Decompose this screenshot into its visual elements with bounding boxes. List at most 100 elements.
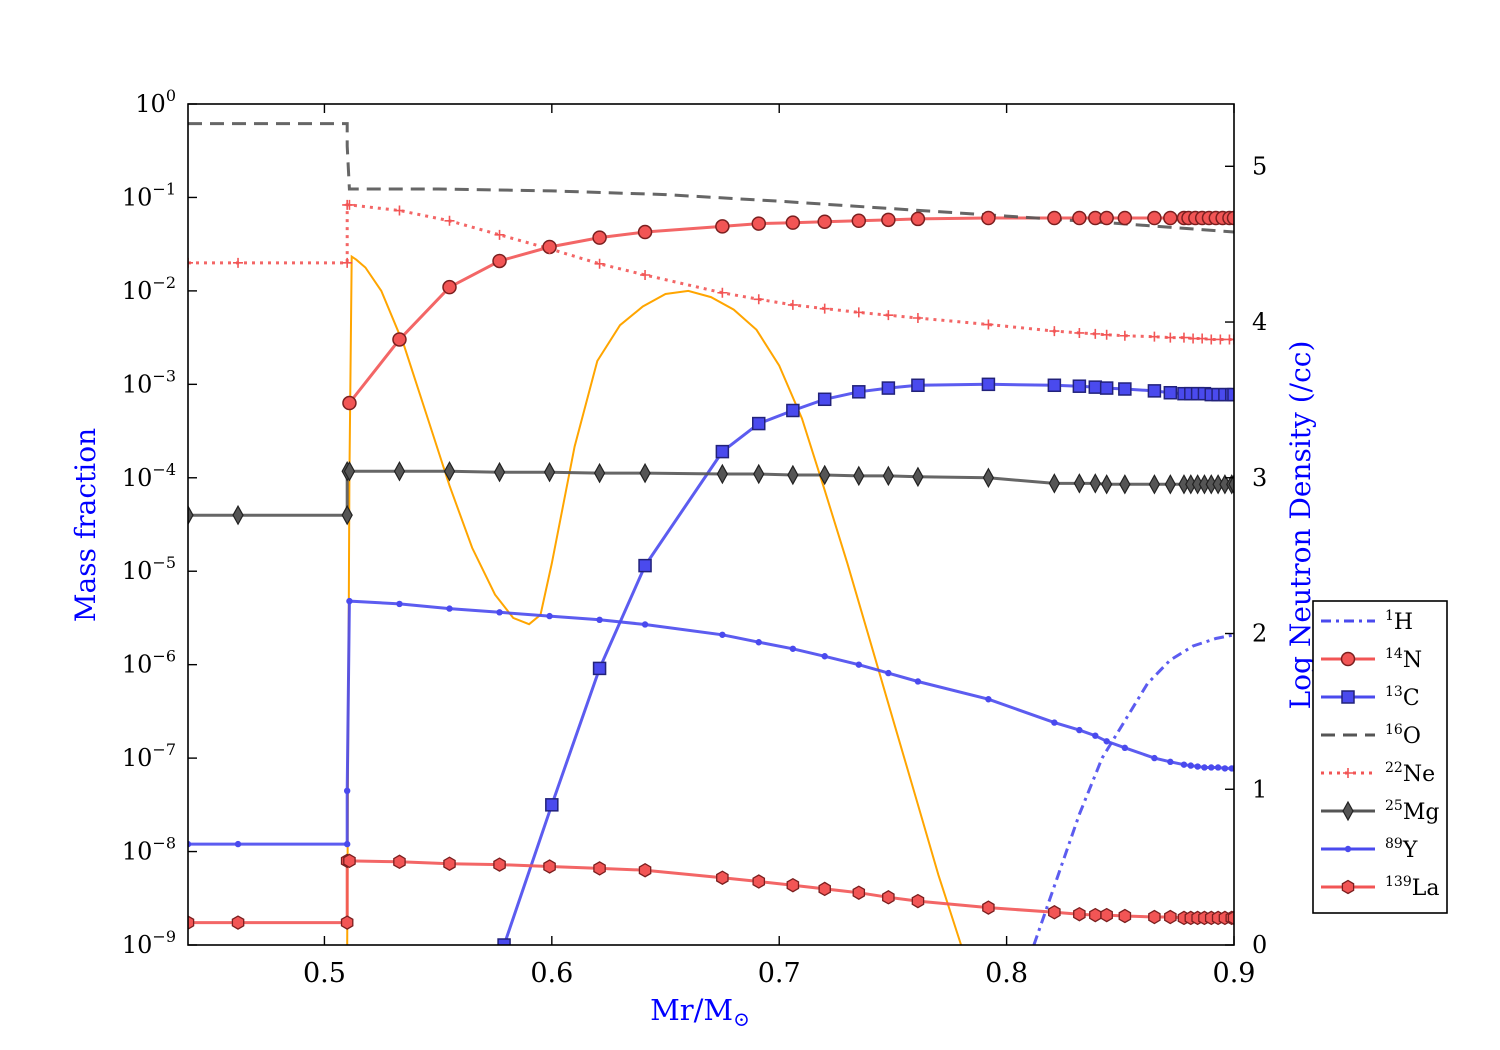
data-point-ne — [1197, 333, 1208, 344]
data-point-n — [751, 216, 767, 231]
data-point-la — [638, 862, 652, 878]
legend-label-o: 16O — [1385, 722, 1421, 749]
legend-label-c: 13C — [1385, 684, 1420, 711]
y2-tick-label: 5 — [1252, 152, 1267, 180]
data-point-ne — [494, 229, 505, 240]
data-point-ne — [1101, 329, 1112, 340]
data-point-ne — [753, 294, 764, 305]
data-point-c — [752, 416, 766, 431]
data-point-mg — [982, 467, 995, 489]
legend: 1H 14N 13C 16O 22Ne 25Mg 89Y 139La — [1312, 600, 1448, 914]
data-point-mg — [443, 461, 456, 482]
legend-marker-n — [1340, 651, 1356, 667]
data-point-c — [981, 377, 996, 392]
data-point-mg — [1164, 474, 1177, 495]
data-point-la — [982, 900, 995, 915]
data-point-c — [786, 403, 800, 418]
data-point-c — [715, 444, 730, 459]
data-point-la — [882, 890, 895, 905]
x-tick-label: 0.7 — [758, 958, 801, 989]
marker-layer — [188, 199, 1234, 945]
data-point-c — [1047, 378, 1062, 393]
data-point-ne — [1149, 331, 1160, 342]
data-point-n — [637, 224, 653, 240]
plot-frame — [187, 103, 1235, 946]
data-point-ne — [1165, 332, 1176, 343]
data-point-mg — [787, 464, 799, 486]
data-point-la — [752, 874, 766, 889]
data-point-la — [1118, 908, 1132, 924]
data-point-ne — [544, 243, 555, 254]
legend-marker-c — [1341, 690, 1355, 704]
data-point-mg — [232, 504, 244, 526]
legend-label-la: 139La — [1385, 874, 1439, 901]
data-point-ne — [853, 307, 864, 318]
data-point-n — [1099, 210, 1114, 226]
data-point-c — [1088, 380, 1103, 394]
series-line-y — [188, 599, 1234, 846]
data-point-mg — [1048, 473, 1061, 494]
y-tick-label: 10−9 — [122, 927, 176, 959]
data-point-y — [789, 645, 797, 652]
data-point-mg — [343, 461, 356, 482]
legend-label-ne: 22Ne — [1385, 760, 1435, 787]
series-line-h — [1032, 633, 1234, 945]
series-line-ne — [188, 203, 1234, 341]
data-point-n — [851, 213, 867, 229]
data-point-y — [546, 612, 553, 620]
data-point-y — [1092, 732, 1099, 739]
data-point-c — [1099, 381, 1114, 395]
data-point-n — [1163, 210, 1178, 226]
data-point-y — [1194, 763, 1201, 770]
data-point-la — [340, 915, 354, 930]
data-point-ne — [1090, 328, 1101, 339]
data-point-y — [1180, 761, 1188, 768]
data-point-y — [885, 669, 892, 677]
y-tick-label: 10−7 — [122, 740, 176, 772]
data-point-n — [910, 211, 926, 227]
data-point-n — [981, 210, 996, 226]
legend-box — [1312, 600, 1448, 914]
data-point-n — [1147, 210, 1162, 226]
data-point-c — [1118, 382, 1132, 396]
x-tick-label: 0.9 — [1213, 958, 1256, 989]
data-point-y — [755, 639, 762, 646]
data-point-ne — [912, 312, 923, 323]
y2-tick-label: 1 — [1252, 775, 1267, 803]
data-point-ne — [1119, 330, 1130, 341]
data-point-c — [1163, 385, 1178, 400]
data-point-ne — [1206, 334, 1217, 345]
data-point-ne — [188, 257, 193, 268]
data-point-y — [1187, 762, 1194, 769]
data-point-y — [1151, 754, 1158, 762]
data-point-ne — [342, 257, 353, 268]
data-point-la — [1073, 906, 1086, 922]
data-point-y — [596, 616, 603, 624]
data-point-mg — [493, 461, 506, 483]
data-point-la — [1048, 905, 1061, 920]
legend-marker-y — [1344, 845, 1352, 853]
series-line-o — [188, 122, 1234, 234]
data-point-y — [234, 840, 242, 848]
y2-tick-label: 3 — [1252, 464, 1267, 492]
data-point-mg — [882, 465, 895, 487]
data-point-ne — [1229, 334, 1234, 345]
data-point-la — [1164, 909, 1177, 925]
data-point-y — [1121, 744, 1129, 752]
data-point-mg — [1148, 474, 1161, 495]
x-tick-label: 0.8 — [985, 958, 1028, 989]
data-point-y — [1214, 764, 1222, 771]
data-point-y — [1103, 738, 1110, 745]
y-tick-label: 10−5 — [122, 553, 176, 585]
data-point-y — [446, 605, 453, 612]
data-point-la — [231, 915, 245, 930]
data-point-n — [785, 215, 801, 230]
legend-marker-la — [1341, 879, 1355, 895]
data-point-c — [592, 661, 607, 676]
y-tick-label: 10−3 — [122, 366, 176, 398]
data-point-mg — [912, 466, 924, 488]
y-tick-label: 10−4 — [122, 460, 176, 492]
legend-label-y: 89Y — [1385, 836, 1418, 863]
data-point-y — [343, 787, 351, 795]
data-point-mg — [593, 462, 606, 484]
